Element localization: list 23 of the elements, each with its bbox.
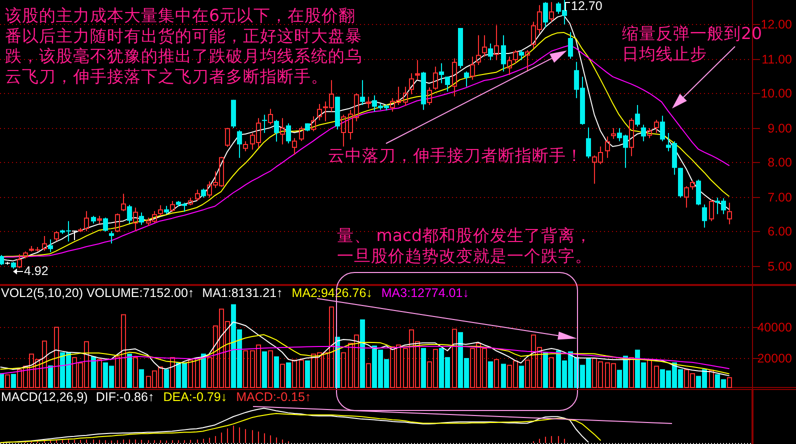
annotation: 缩量反弹一般到20日均线止步 xyxy=(622,24,762,63)
annotation: 12.70 xyxy=(571,0,602,13)
y-tick-label: 40000 xyxy=(757,320,792,334)
y-tick-label: 10.00 xyxy=(760,86,792,100)
y-tick-label: 5.00 xyxy=(768,260,792,274)
annotation: 云中落刀，伸手接刀者断指断手！ xyxy=(328,146,583,164)
y-tick-label: 11.00 xyxy=(762,52,792,66)
text: MA1:8131.21↑ xyxy=(202,286,283,300)
y-tick-label: 12.00 xyxy=(760,18,792,32)
text: MA3:12774.01↓ xyxy=(381,286,469,300)
y-tick-label: 8.00 xyxy=(768,156,792,170)
text: DIF:-0.86↑ xyxy=(96,390,154,404)
annotation: 量、 macd都和股价发生了背离，一旦股价趋势改变就是一个跌字。 xyxy=(337,226,592,265)
y-tick-label: 20000 xyxy=(757,352,792,366)
series-label: MACD:-0.15↑ xyxy=(236,390,312,404)
y-tick-label: 7.00 xyxy=(768,190,792,204)
y-tick-label: 6.00 xyxy=(768,224,792,238)
series-label: DEA:-0.79↓ xyxy=(163,390,228,404)
annotation: 4.92 xyxy=(24,264,48,278)
chart-title: VOL2(5,10,20) VOLUME:7152.00↑ xyxy=(1,286,194,300)
y-tick-label: 9.00 xyxy=(768,122,792,136)
annotation: 该股的主力成本大量集中在6元以下，在股价翻番以后主力随时有出货的可能，正好这时大盘暴跌，该股毫不犹豫的推出了跌破月均线系统的乌云飞刀，伸手接落下之飞刀者多断指断手。 xyxy=(5,6,362,86)
chart-title: MACD(12,26,9) xyxy=(1,390,88,404)
